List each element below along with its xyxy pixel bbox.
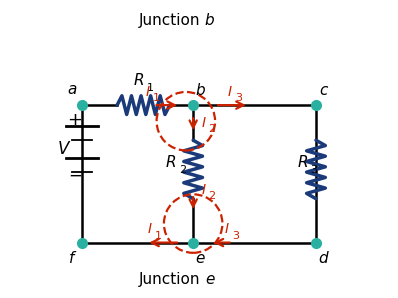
Text: Junction: Junction bbox=[139, 272, 205, 287]
Text: 3: 3 bbox=[235, 93, 242, 103]
Text: b: b bbox=[196, 83, 205, 98]
Text: Junction: Junction bbox=[139, 13, 205, 28]
Text: R: R bbox=[166, 155, 177, 170]
Text: 3: 3 bbox=[232, 231, 239, 241]
Text: e: e bbox=[205, 272, 214, 287]
Text: I: I bbox=[146, 85, 150, 99]
Text: 2: 2 bbox=[209, 191, 216, 201]
Text: +: + bbox=[67, 111, 82, 129]
Text: V: V bbox=[57, 140, 69, 158]
Text: f: f bbox=[69, 251, 74, 266]
Text: −: − bbox=[68, 166, 82, 184]
Text: R: R bbox=[134, 73, 144, 88]
Text: I: I bbox=[201, 183, 205, 197]
Text: I: I bbox=[228, 85, 232, 99]
Text: 3: 3 bbox=[310, 165, 318, 175]
Text: I: I bbox=[225, 222, 229, 236]
Text: e: e bbox=[196, 251, 205, 266]
Text: R: R bbox=[298, 155, 308, 170]
Text: c: c bbox=[319, 83, 328, 98]
Text: d: d bbox=[318, 251, 328, 266]
Text: 2: 2 bbox=[179, 165, 186, 175]
Text: I: I bbox=[147, 222, 151, 236]
Text: I: I bbox=[201, 116, 205, 130]
Text: 2: 2 bbox=[209, 124, 216, 134]
Text: 1: 1 bbox=[154, 231, 162, 241]
Text: a: a bbox=[67, 82, 76, 97]
Text: 1: 1 bbox=[146, 83, 154, 94]
Text: 1: 1 bbox=[153, 93, 160, 103]
Text: b: b bbox=[205, 13, 215, 28]
